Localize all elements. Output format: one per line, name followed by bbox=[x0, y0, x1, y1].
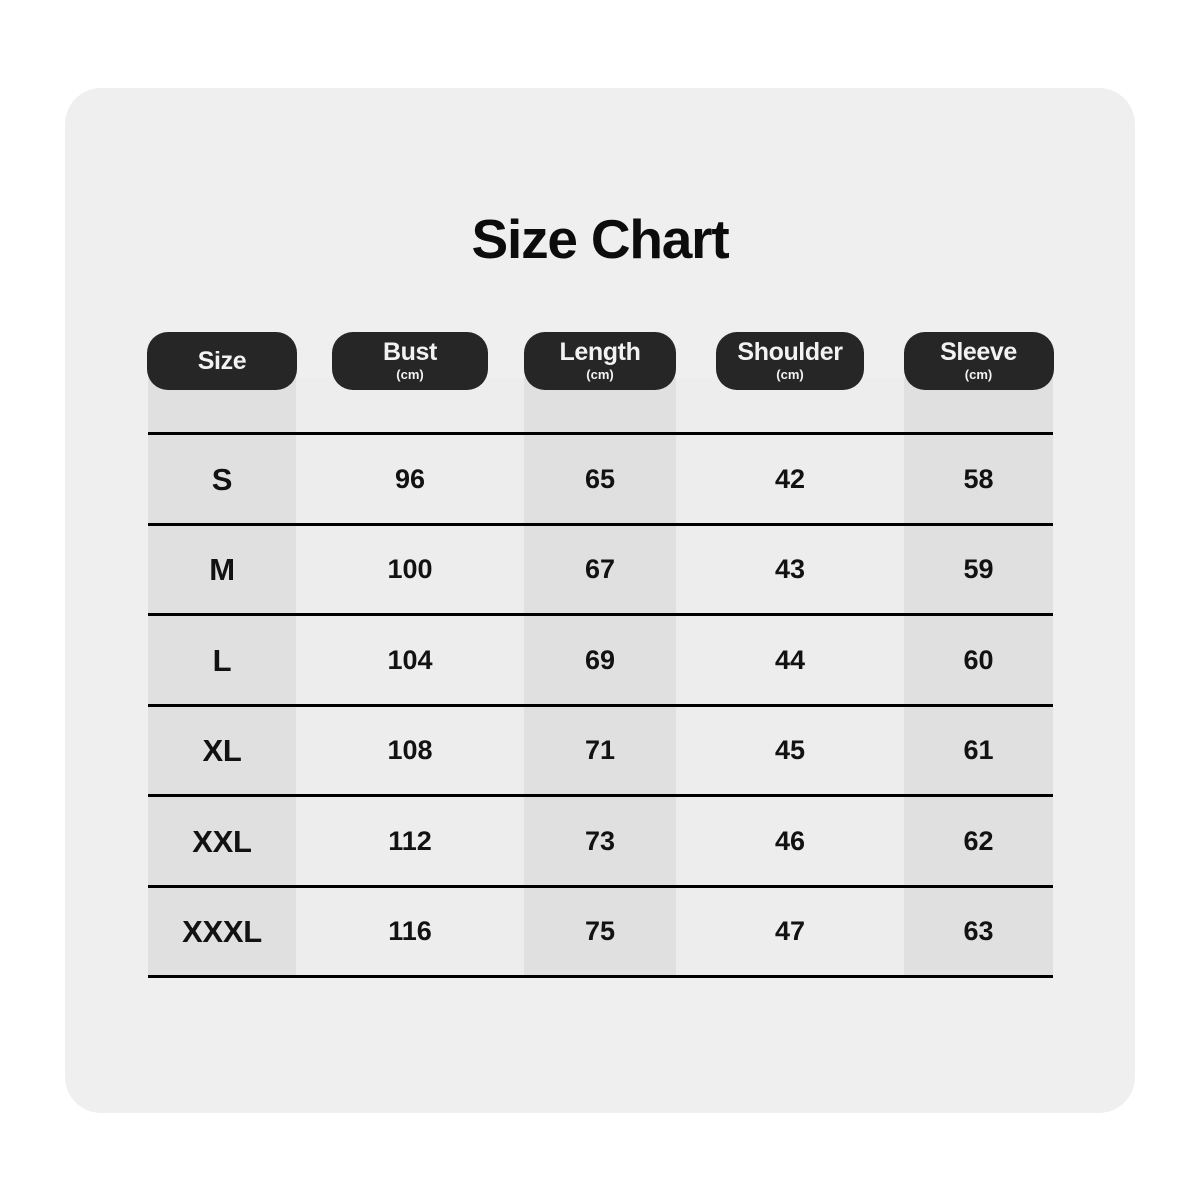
cell-shoulder: 45 bbox=[774, 735, 806, 765]
cell-bust: 104 bbox=[387, 644, 433, 675]
table-rule-row-6 bbox=[148, 975, 1053, 978]
cell-length: 75 bbox=[584, 916, 616, 946]
column-shade-sleeve bbox=[904, 378, 1053, 978]
table-rule-row-2 bbox=[148, 613, 1053, 616]
cell-bust: 100 bbox=[387, 554, 433, 584]
cell-length: 67 bbox=[584, 554, 616, 584]
cell-shoulder: 43 bbox=[774, 554, 806, 584]
row-size-label: M bbox=[209, 552, 235, 587]
cell-shoulder: 42 bbox=[774, 463, 806, 494]
row-size-label: XL bbox=[202, 733, 242, 768]
column-header-shoulder: Shoulder (cm) bbox=[716, 332, 864, 390]
table-rule-row-5 bbox=[148, 884, 1053, 888]
row-size-label: XXL bbox=[192, 823, 252, 859]
column-shade-shoulder bbox=[676, 378, 904, 978]
table-header-row: Size Bust (cm) Length (cm) Shoulder (cm) Sleeve… bbox=[147, 320, 1054, 400]
cell-length: 65 bbox=[584, 463, 616, 494]
row-size-label: XXXL bbox=[182, 914, 262, 949]
cell-length: 73 bbox=[584, 825, 616, 856]
cell-shoulder: 44 bbox=[774, 644, 806, 675]
page-title: Size Chart bbox=[471, 208, 730, 270]
column-header-label: Shoulder bbox=[737, 337, 843, 366]
size-chart-table: Size Bust (cm) Length (cm) Shoulder (cm) Sleeve… bbox=[147, 320, 1054, 980]
size-chart-card: Size Chart Size Bust (cm) Length (cm) Shoulde… bbox=[65, 88, 1135, 1113]
column-header-bust: Bust (cm) bbox=[332, 332, 488, 390]
cell-sleeve: 61 bbox=[963, 735, 994, 765]
column-header-label: Size bbox=[197, 346, 247, 375]
cell-sleeve: 62 bbox=[963, 825, 994, 856]
row-size-label: L bbox=[212, 642, 232, 678]
cell-shoulder: 46 bbox=[774, 825, 806, 856]
column-header-unit: (cm) bbox=[776, 366, 804, 382]
cell-bust: 96 bbox=[394, 463, 426, 494]
column-header-unit: (cm) bbox=[586, 366, 614, 382]
cell-bust: 108 bbox=[387, 735, 433, 765]
cell-length: 71 bbox=[584, 735, 616, 765]
table-rule-row-3 bbox=[148, 703, 1053, 707]
cell-bust: 116 bbox=[388, 916, 432, 946]
cell-length: 69 bbox=[584, 644, 616, 675]
column-header-label: Sleeve bbox=[940, 337, 1017, 366]
column-header-size: Size bbox=[147, 332, 297, 390]
cell-sleeve: 63 bbox=[963, 916, 994, 946]
table-rule-row-1 bbox=[148, 522, 1053, 526]
column-shade-bust bbox=[296, 378, 524, 978]
row-size-label: S bbox=[211, 461, 233, 497]
cell-bust: 112 bbox=[388, 825, 432, 856]
column-header-unit: (cm) bbox=[396, 366, 424, 382]
column-header-label: Bust bbox=[383, 337, 437, 366]
column-shade-size bbox=[148, 378, 296, 978]
column-header-length: Length (cm) bbox=[524, 332, 676, 390]
cell-sleeve: 59 bbox=[963, 554, 994, 584]
table-rule-row-4 bbox=[148, 794, 1053, 797]
cell-sleeve: 58 bbox=[963, 463, 994, 494]
column-header-label: Length bbox=[559, 337, 641, 366]
column-header-unit: (cm) bbox=[964, 366, 993, 382]
column-header-sleeve: Sleeve (cm) bbox=[903, 332, 1054, 390]
column-shade-length bbox=[524, 378, 676, 978]
cell-shoulder: 47 bbox=[774, 916, 806, 946]
cell-sleeve: 60 bbox=[963, 644, 994, 675]
table-rule-top bbox=[148, 432, 1053, 435]
